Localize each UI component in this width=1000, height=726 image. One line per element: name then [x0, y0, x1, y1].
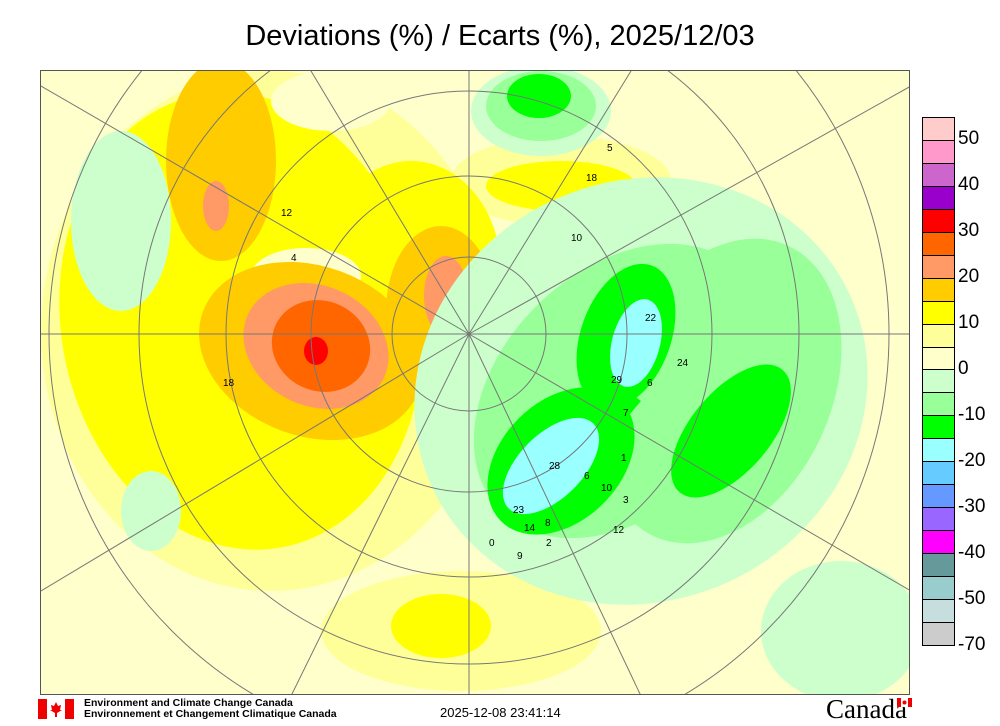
map-canvas: 22 29 6 24 7 1 28 6 10 3 12 23 14 8 2 0 …	[41, 71, 909, 694]
org-name-en: Environment and Climate Change Canada	[84, 697, 293, 709]
station-value: 23	[513, 505, 525, 516]
legend-label: -30	[958, 496, 986, 517]
station-value: 22	[645, 313, 657, 324]
legend-label: 30	[958, 220, 980, 241]
color-legend	[922, 117, 955, 646]
legend-swatch	[922, 346, 955, 371]
legend-swatch	[922, 185, 955, 210]
legend-swatch	[922, 553, 955, 578]
legend-swatch	[922, 530, 955, 555]
station-value: 5	[607, 143, 613, 154]
deviation-map: 22 29 6 24 7 1 28 6 10 3 12 23 14 8 2 0 …	[40, 70, 910, 695]
station-value: 18	[223, 378, 235, 389]
station-value: 10	[601, 483, 613, 494]
legend-swatch	[922, 139, 955, 164]
legend-swatch	[922, 415, 955, 440]
map-title: Deviations (%) / Ecarts (%), 2025/12/03	[245, 20, 755, 52]
legend-label: -10	[958, 404, 986, 425]
station-value: 24	[677, 358, 689, 369]
legend-label: -70	[958, 634, 986, 655]
legend-swatch	[922, 323, 955, 348]
station-value: 4	[291, 253, 297, 264]
legend-swatch	[922, 117, 955, 141]
legend-swatch	[922, 300, 955, 325]
field-minus20	[502, 299, 662, 515]
legend-swatch	[922, 162, 955, 187]
wordmark-flag-icon	[897, 698, 912, 707]
org-name-fr: Environnement et Changement Climatique C…	[84, 708, 337, 720]
legend-swatch	[922, 438, 955, 463]
station-value: 10	[571, 233, 583, 244]
field-plus30	[304, 337, 328, 365]
legend-swatch	[922, 507, 955, 532]
station-value: 12	[613, 525, 625, 536]
station-value: 7	[623, 408, 629, 419]
station-value: 6	[647, 378, 653, 389]
legend-swatch	[922, 576, 955, 601]
station-value: 1	[621, 453, 627, 464]
legend-swatch	[922, 231, 955, 256]
legend-swatch	[922, 599, 955, 623]
legend-swatch	[922, 392, 955, 417]
lat-lon-grid	[41, 71, 909, 694]
legend-swatch	[922, 484, 955, 509]
station-value: 9	[517, 551, 523, 562]
legend-label: 10	[958, 312, 980, 333]
legend-label: 40	[958, 174, 980, 195]
station-value: 3	[623, 495, 629, 506]
legend-swatch	[922, 461, 955, 486]
station-values: 22 29 6 24 7 1 28 6 10 3 12 23 14 8 2 0 …	[223, 143, 689, 562]
legend-label: 50	[958, 128, 980, 149]
canada-wordmark: Canada	[826, 694, 907, 724]
station-value: 2	[546, 538, 552, 549]
organization-name: Environment and Climate Change Canada En…	[84, 698, 337, 720]
station-value: 14	[524, 523, 536, 534]
legend-label: 0	[958, 358, 969, 379]
legend-swatch	[922, 277, 955, 302]
legend-label: -50	[958, 588, 986, 609]
station-value: 6	[584, 471, 590, 482]
generation-timestamp: 2025-12-08 23:41:14	[440, 705, 561, 720]
legend-swatch	[922, 369, 955, 394]
legend-label: -20	[958, 450, 986, 471]
station-value: 8	[545, 518, 551, 529]
legend-label: 20	[958, 266, 980, 287]
station-value: 0	[489, 538, 495, 549]
canada-flag-icon	[38, 699, 74, 719]
legend-swatch	[922, 208, 955, 233]
station-value: 12	[281, 208, 293, 219]
legend-swatch	[922, 621, 955, 646]
station-value: 28	[549, 461, 561, 472]
station-value: 29	[611, 375, 623, 386]
legend-label: -40	[958, 542, 986, 563]
legend-swatch	[922, 254, 955, 279]
station-value: 18	[586, 173, 598, 184]
